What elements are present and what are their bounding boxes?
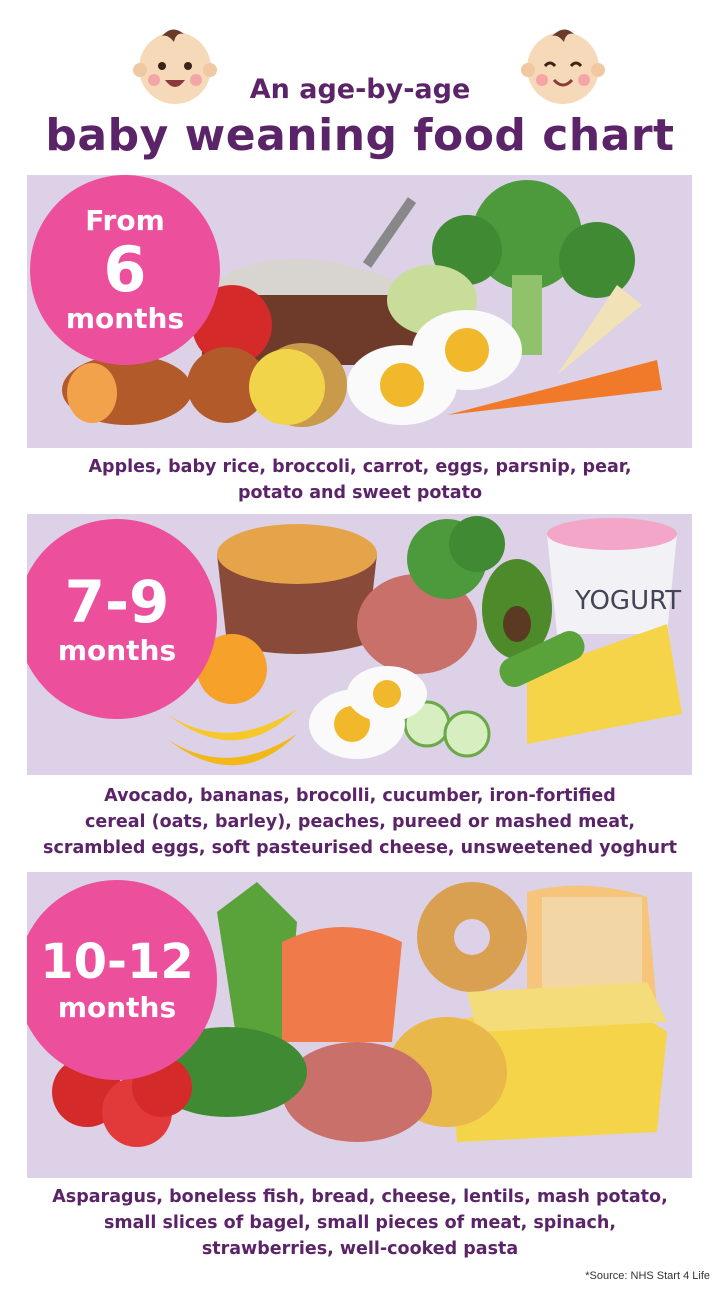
caption-line: scrambled eggs, soft pasteurised cheese,…	[43, 838, 677, 858]
food-illustration-10-12-months	[52, 882, 667, 1147]
caption-line: Avocado, bananas, brocolli, cucumber, ir…	[104, 786, 616, 806]
caption-line: cereal (oats, barley), peaches, pureed o…	[84, 812, 636, 832]
subtitle: An age-by-age	[249, 74, 471, 105]
caption-line: strawberries, well-cooked pasta	[201, 1239, 519, 1259]
caption-line: Asparagus, boneless fish, bread, cheese,…	[52, 1187, 668, 1207]
age-badge-10-12-months: 10-12 months	[27, 880, 217, 1080]
badge-number: 6	[103, 233, 147, 306]
baby-face-left-icon	[133, 29, 217, 104]
baby-face-right-icon	[521, 29, 605, 104]
badge-unit: months	[57, 991, 177, 1024]
badge-number: 10-12	[40, 934, 194, 990]
badge-prefix: From	[85, 204, 165, 237]
yogurt-label: YOGURT	[574, 586, 681, 616]
page-title: baby weaning food chart	[45, 110, 675, 161]
panel-10-12-months: 10-12 months	[27, 872, 692, 1178]
source-note: *Source: NHS Start 4 Life	[585, 1270, 710, 1282]
badge-unit: months	[65, 302, 185, 335]
panel-6-months: From 6 months	[27, 175, 692, 448]
badge-number: 7-9	[64, 568, 170, 636]
age-badge-7-9-months: 7-9 months	[27, 519, 217, 719]
food-illustration-6-months	[62, 180, 662, 427]
caption-line: Apples, baby rice, broccoli, carrot, egg…	[88, 457, 632, 477]
panel-7-9-months: YOGURT 7-9 months	[27, 514, 692, 775]
caption-line: small slices of bagel, small pieces of m…	[103, 1213, 617, 1233]
badge-unit: months	[57, 634, 177, 667]
food-illustration-7-9-months: YOGURT	[167, 516, 682, 766]
caption-6-months: Apples, baby rice, broccoli, carrot, egg…	[20, 454, 700, 506]
caption-10-12-months: Asparagus, boneless fish, bread, cheese,…	[20, 1184, 700, 1262]
caption-line: potato and sweet potato	[238, 483, 482, 503]
caption-7-9-months: Avocado, bananas, brocolli, cucumber, ir…	[20, 783, 700, 861]
age-badge-6-months: From 6 months	[30, 175, 220, 365]
